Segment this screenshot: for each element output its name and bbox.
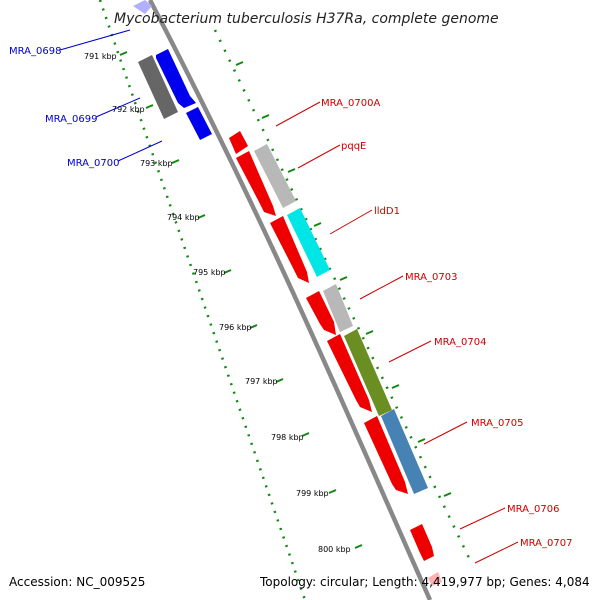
tick-label-799: 799 kbp [296, 489, 329, 498]
genome-summary: Topology: circular; Length: 4,419,977 bp… [259, 575, 590, 589]
gene-pqqE-cog[interactable] [254, 144, 296, 208]
tick-marks [119, 51, 452, 549]
tick-label-798: 798 kbp [271, 433, 304, 442]
tick-label-800: 800 kbp [318, 545, 351, 554]
gene-mra-0698[interactable] [133, 0, 152, 14]
gene-mra-0703[interactable] [306, 291, 336, 335]
gene-cog-dark[interactable] [138, 55, 178, 119]
label-mra-0699[interactable]: MRA_0699 [45, 114, 97, 125]
label-mra-0700[interactable]: MRA_0700 [67, 158, 119, 169]
gene-mra-0700[interactable] [186, 107, 212, 140]
gene-mra-0704[interactable] [327, 334, 372, 412]
genome-backbone [148, 0, 433, 600]
label-lldD1[interactable]: lldD1 [374, 206, 400, 217]
tick-label-793: 793 kbp [140, 159, 173, 168]
label-mra-0703[interactable]: MRA_0703 [405, 272, 457, 283]
outer-dotted-track [213, 29, 472, 561]
gene-mra-0707[interactable] [428, 572, 442, 586]
accession-text: Accession: NC_009525 [9, 575, 145, 589]
tick-label-796: 796 kbp [219, 323, 252, 332]
label-mra-0705[interactable]: MRA_0705 [471, 418, 523, 429]
left-leader-lines [59, 29, 163, 162]
right-leader-lines [275, 101, 519, 564]
tick-label-797: 797 kbp [245, 377, 278, 386]
tick-label-791: 791 kbp [84, 52, 117, 61]
genome-title: Mycobacterium tuberculosis H37Ra, comple… [114, 11, 499, 27]
gene-mra-0705-cog[interactable] [381, 409, 428, 494]
gene-lldD1-cog[interactable] [287, 208, 330, 277]
gene-mra-0703-cog[interactable] [323, 284, 353, 332]
gene-mra-0704-cog[interactable] [344, 329, 392, 416]
label-mra-0704[interactable]: MRA_0704 [434, 337, 486, 348]
label-pqqE[interactable]: pqqE [341, 141, 366, 152]
gene-mra-0699[interactable] [156, 49, 196, 108]
label-mra-0700A[interactable]: MRA_0700A [321, 98, 380, 109]
gene-pqqE[interactable] [236, 151, 276, 216]
gene-lldD1[interactable] [270, 216, 309, 283]
gene-mra-0705[interactable] [364, 416, 408, 494]
tick-label-795: 795 kbp [193, 268, 226, 277]
inner-dotted-track [98, 0, 307, 600]
tick-label-794: 794 kbp [167, 213, 200, 222]
gene-mra-0706[interactable] [410, 524, 434, 561]
tick-label-792: 792 kbp [112, 105, 145, 114]
label-mra-0698[interactable]: MRA_0698 [9, 46, 61, 57]
gene-mra-0700A[interactable] [229, 131, 248, 154]
label-mra-0707[interactable]: MRA_0707 [520, 538, 572, 549]
label-mra-0706[interactable]: MRA_0706 [507, 504, 559, 515]
